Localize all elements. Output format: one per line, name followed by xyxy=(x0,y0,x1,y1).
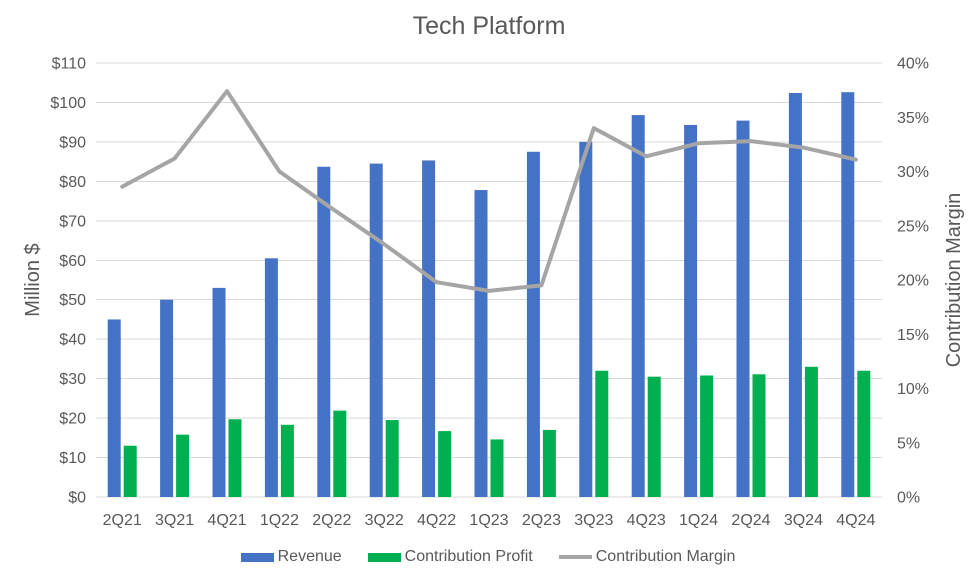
right-axis-tick: 10% xyxy=(897,381,929,398)
x-axis-label-4q24: 4Q24 xyxy=(836,512,875,529)
left-axis-tick: $90 xyxy=(59,134,86,151)
right-axis-tick: 25% xyxy=(897,218,929,235)
x-axis-label-4q21: 4Q21 xyxy=(207,512,246,529)
x-axis-label-3q24: 3Q24 xyxy=(784,512,823,529)
x-axis-label-1q23: 1Q23 xyxy=(469,512,508,529)
contribution-profit-bar-1q24 xyxy=(700,375,714,497)
x-axis-label-1q22: 1Q22 xyxy=(260,512,299,529)
revenue-bar-1q22 xyxy=(264,258,278,497)
line-series xyxy=(120,89,858,293)
revenue-bar-3q23 xyxy=(579,141,593,497)
contribution-profit-bar-4q22 xyxy=(438,431,452,497)
revenue-bar-4q22 xyxy=(422,160,436,497)
x-axis-label-3q22: 3Q22 xyxy=(365,512,404,529)
left-axis-title: Million $ xyxy=(22,243,44,316)
left-axis-tick: $70 xyxy=(59,213,86,230)
x-axis-label-3q23: 3Q23 xyxy=(574,512,613,529)
contribution-profit-bar-3q24 xyxy=(804,366,818,497)
left-axis-tick: $20 xyxy=(59,411,86,428)
contribution-profit-bar-3q23 xyxy=(595,370,609,497)
legend-revenue-swatch xyxy=(240,552,274,562)
x-axis-label-2q22: 2Q22 xyxy=(312,512,351,529)
left-axis-tick: $60 xyxy=(59,253,86,270)
contribution-profit-bar-3q21 xyxy=(176,434,190,497)
legend-item-contribution-profit: Contribution Profit xyxy=(367,548,533,565)
contribution-profit-bar-4q23 xyxy=(647,376,661,497)
x-axis-label-2q24: 2Q24 xyxy=(731,512,770,529)
contribution-profit-bar-2q23 xyxy=(542,429,556,497)
revenue-bar-2q21 xyxy=(107,319,121,497)
legend-contribution-margin-swatch xyxy=(558,555,592,559)
left-axis-tick-labels: $0 $10 $20 $30 $40 $50 $60 $70 $80 $90 $100 $110 xyxy=(50,56,86,507)
contribution-profit-bar-4q24 xyxy=(857,370,871,497)
legend-revenue-label: Revenue xyxy=(277,548,342,565)
bar-series xyxy=(107,92,871,498)
legend-item-revenue: Revenue xyxy=(240,548,342,565)
chart-legend: Revenue Contribution Profit Contribution M… xyxy=(0,544,976,570)
chart-title: Tech Platform xyxy=(413,12,566,40)
right-axis-tick: 5% xyxy=(897,435,920,452)
revenue-bar-2q22 xyxy=(317,166,331,497)
x-axis-label-2q21: 2Q21 xyxy=(103,512,142,529)
revenue-bar-4q23 xyxy=(631,115,645,497)
left-axis-tick: $40 xyxy=(59,332,86,349)
contribution-profit-bar-2q24 xyxy=(752,374,766,497)
contribution-profit-bar-2q21 xyxy=(123,445,137,497)
revenue-bar-2q24 xyxy=(736,120,750,497)
revenue-bar-4q21 xyxy=(212,287,226,497)
left-axis-tick: $110 xyxy=(52,56,87,73)
right-axis-tick: 15% xyxy=(897,327,929,344)
left-axis-tick: $0 xyxy=(68,490,86,507)
x-axis-label-3q21: 3Q21 xyxy=(155,512,194,529)
x-axis-label-1q24: 1Q24 xyxy=(679,512,718,529)
right-axis-tick: 20% xyxy=(897,273,929,290)
contribution-profit-bar-4q21 xyxy=(228,419,242,497)
left-axis-tick: $10 xyxy=(59,450,86,467)
left-axis-tick: $50 xyxy=(59,292,86,309)
left-axis-tick: $30 xyxy=(59,371,86,388)
right-axis-tick: 30% xyxy=(897,164,929,181)
revenue-bar-3q22 xyxy=(369,163,383,498)
contribution-profit-bar-2q22 xyxy=(333,410,347,497)
x-axis-category-labels: 2Q21 3Q21 4Q21 1Q22 2Q22 3Q22 4Q22 1Q23 2Q23 3Q23… xyxy=(103,512,876,529)
revenue-bar-3q24 xyxy=(788,92,802,498)
revenue-bar-2q23 xyxy=(526,151,540,497)
contribution-profit-bar-1q23 xyxy=(490,439,504,497)
combo-chart: Tech Platform Million $ Contribution Mar… xyxy=(22,12,965,529)
right-axis-tick: 40% xyxy=(897,56,929,73)
contribution-margin-line xyxy=(120,89,858,293)
contribution-profit-bar-3q22 xyxy=(385,420,399,497)
x-axis-label-4q23: 4Q23 xyxy=(627,512,666,529)
contribution-profit-bar-1q22 xyxy=(280,424,294,497)
legend-contribution-margin-label: Contribution Margin xyxy=(595,548,736,565)
left-axis-tick: $100 xyxy=(50,95,86,112)
legend-contribution-profit-swatch xyxy=(367,552,401,562)
right-axis-tick: 35% xyxy=(897,110,929,127)
revenue-bar-1q23 xyxy=(474,190,488,498)
right-axis-tick: 0% xyxy=(897,490,920,507)
right-axis-title: Contribution Margin xyxy=(943,193,965,368)
left-axis-tick: $80 xyxy=(59,174,86,191)
x-axis-label-4q22: 4Q22 xyxy=(417,512,456,529)
right-axis-tick-labels: 0% 5% 10% 15% 20% 25% 30% 35% 40% xyxy=(897,56,929,507)
revenue-bar-4q24 xyxy=(841,92,855,497)
legend-contribution-profit-label: Contribution Profit xyxy=(404,548,533,565)
revenue-bar-3q21 xyxy=(160,299,174,497)
revenue-bar-1q24 xyxy=(684,124,698,497)
legend-item-contribution-margin: Contribution Margin xyxy=(558,548,736,565)
x-axis-label-2q23: 2Q23 xyxy=(522,512,561,529)
